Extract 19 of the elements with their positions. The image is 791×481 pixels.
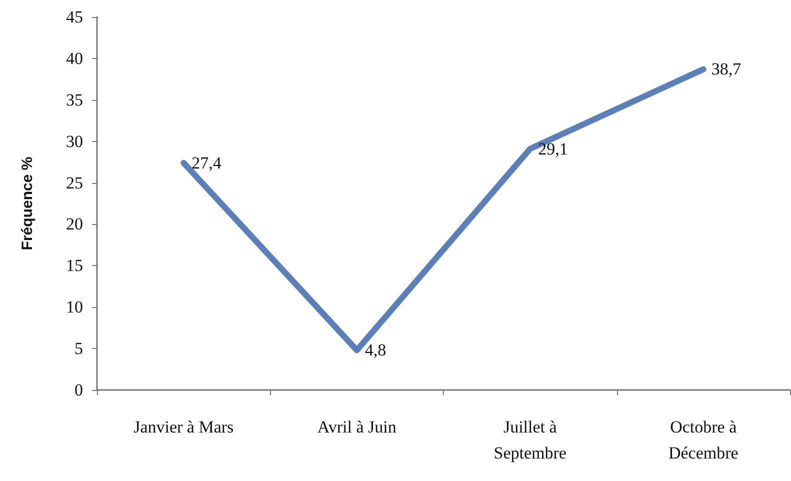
data-label: 27,4 [192, 153, 222, 172]
data-label: 4,8 [364, 340, 386, 360]
x-tick-label: Juillet à Septembre [494, 418, 566, 462]
y-tick-label: 20 [66, 214, 83, 234]
y-tick-label: 15 [66, 256, 83, 276]
y-axis-title: Fréquence % [19, 156, 36, 250]
y-tick-label: 35 [66, 90, 83, 110]
y-tick-label: 10 [66, 298, 83, 317]
x-tick-label: Avril à Juin [317, 418, 397, 436]
data-label: 38,7 [711, 60, 742, 79]
x-tick-label: Janvier à Mars [134, 418, 234, 436]
y-tick-label: 25 [66, 173, 83, 192]
data-label: 29,1 [538, 139, 568, 158]
y-tick-label: 0 [74, 380, 83, 400]
y-tick-label: 5 [74, 339, 83, 358]
x-tick-label: Octobre à Décembre [668, 418, 738, 462]
y-tick-label: 45 [66, 8, 83, 26]
y-tick-label: 40 [66, 48, 83, 68]
y-tick-label: 30 [66, 132, 83, 151]
